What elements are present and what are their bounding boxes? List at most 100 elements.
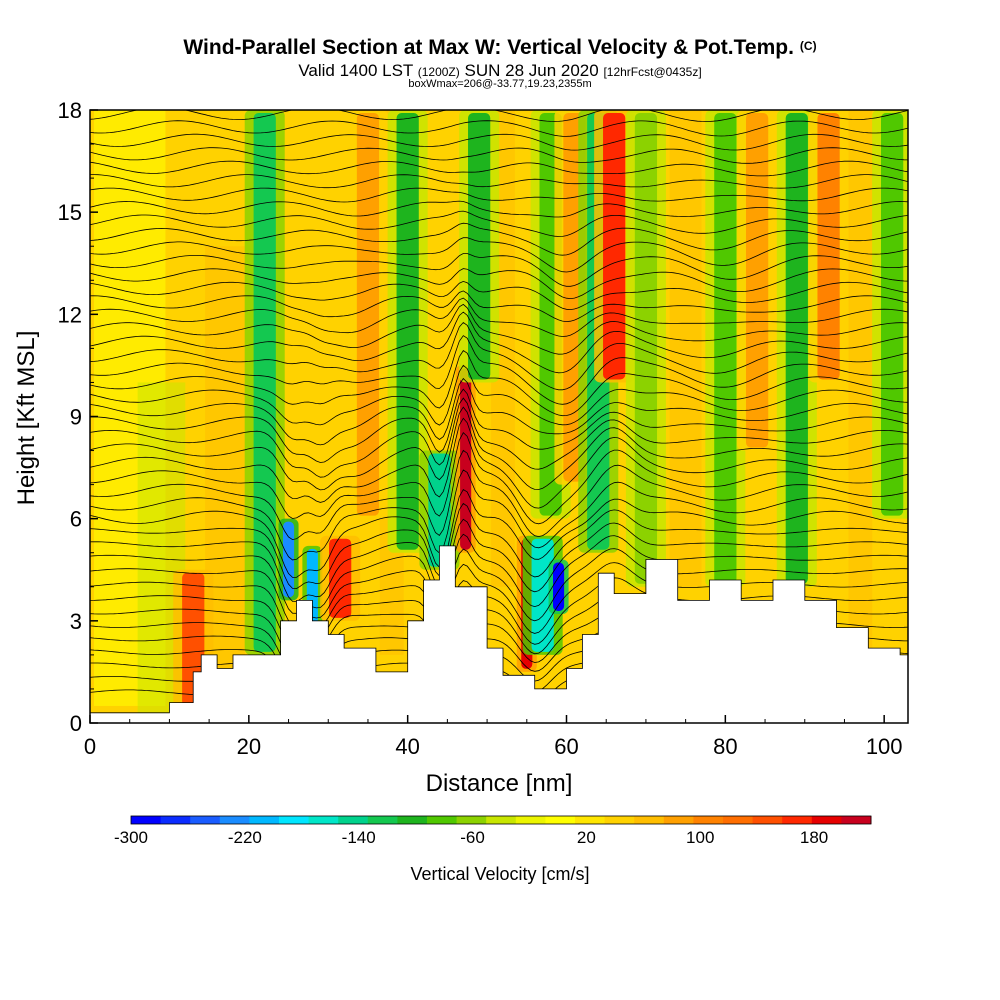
y-axis: 0 3 6 9 12 15 18 [58, 98, 98, 736]
isentrope [90, 200, 908, 218]
w-region [669, 110, 702, 587]
x-tick-label: 60 [554, 734, 578, 759]
colorbar-frame [130, 815, 872, 825]
colorbar-swatch [693, 816, 724, 824]
isentrope [90, 147, 908, 164]
isentrope [90, 488, 908, 578]
colorbar-swatch [456, 816, 487, 824]
x-tick-label: 20 [237, 734, 261, 759]
isentrope [90, 548, 908, 626]
colorbar-tick-label: -300 [114, 828, 148, 847]
x-axis: 0 20 40 60 80 100 [84, 715, 903, 759]
isentrope [90, 388, 908, 463]
isentrope [90, 406, 908, 491]
x-axis-label: Distance [nm] [426, 770, 573, 797]
isentrope [90, 303, 908, 355]
w-feature [548, 559, 569, 615]
isentrope [90, 350, 908, 417]
colorbar-swatch [249, 816, 280, 824]
colorbar-swatch [545, 816, 576, 824]
colorbar-swatch [397, 816, 428, 824]
colorbar-swatch [308, 816, 339, 824]
y-tick-label: 12 [58, 302, 82, 327]
isentrope [90, 210, 908, 237]
colorbar: -300 -220 -140 -60 20 100 180 [114, 815, 872, 847]
colorbar-swatch [604, 816, 635, 824]
colorbar-label: Vertical Velocity [cm/s] [410, 864, 589, 884]
colorbar-tick-label: -60 [460, 828, 485, 847]
isentrope [90, 297, 908, 337]
isentrope [90, 321, 908, 391]
w-region [848, 110, 873, 655]
colorbar-tick-label: 100 [686, 828, 714, 847]
isentrope [90, 364, 908, 426]
w-feature [705, 110, 746, 587]
x-tick-label: 40 [395, 734, 419, 759]
isentrope [90, 469, 908, 561]
w-feature [347, 110, 388, 519]
colorbar-swatch [752, 816, 783, 824]
colorbar-swatch [723, 816, 754, 824]
isentrope [90, 518, 908, 603]
isentrope [90, 377, 908, 446]
isentrope [90, 502, 908, 590]
isentrope [90, 253, 908, 287]
colorbar-swatch [575, 816, 606, 824]
colorbar-swatch [219, 816, 250, 824]
copyright-mark: (C) [799, 39, 817, 53]
colorbar-swatch [160, 816, 191, 824]
colorbar-swatch [782, 816, 813, 824]
colorbar-swatch [338, 816, 369, 824]
colorbar-swatch [811, 816, 842, 824]
w-feature [455, 365, 476, 553]
colorbar-swatch [515, 816, 546, 824]
colorbar-swatch [367, 816, 398, 824]
x-tick-label: 0 [84, 734, 96, 759]
colorbar-swatch [190, 816, 221, 824]
w-feature [459, 110, 500, 383]
isentrope [90, 222, 908, 256]
w-feature [872, 110, 908, 519]
isentrope [90, 432, 908, 525]
isentrope [90, 187, 908, 203]
isentrope [90, 160, 908, 177]
isentrope [90, 533, 908, 614]
x-tick-label: 100 [866, 734, 903, 759]
colorbar-swatch [634, 816, 665, 824]
isentrope [90, 397, 908, 478]
y-axis-label: Height [Kft MSL] [13, 331, 40, 506]
colorbar-swatch [663, 816, 694, 824]
isentrope [90, 577, 908, 649]
colorbar-swatch [279, 816, 310, 824]
y-tick-label: 18 [58, 98, 82, 123]
y-tick-label: 15 [58, 200, 82, 225]
isentrope [90, 449, 908, 541]
terrain-mask [89, 545, 909, 724]
colorbar-swatch [131, 816, 162, 824]
colorbar-tick-label: -140 [342, 828, 376, 847]
y-tick-label: 6 [70, 507, 82, 532]
y-tick-label: 0 [70, 711, 82, 736]
w-feature [625, 110, 666, 587]
colorbar-swatch [841, 816, 872, 824]
isentrope [90, 120, 908, 137]
colorbar-tick-label: -220 [228, 828, 262, 847]
isentrope [90, 237, 908, 273]
x-tick-label: 80 [713, 734, 737, 759]
isentrope [90, 268, 908, 300]
isentrope [90, 280, 908, 311]
colorbar-swatch [427, 816, 458, 824]
isentrope [90, 335, 908, 405]
isentrope [90, 174, 908, 189]
isentrope [90, 311, 908, 374]
y-tick-label: 3 [70, 609, 82, 634]
isentrope [90, 417, 908, 509]
potential-temperature-isentropes [90, 110, 908, 716]
colorbar-tick-label: 180 [800, 828, 828, 847]
vertical-velocity-field [90, 110, 908, 723]
y-tick-label: 9 [70, 405, 82, 430]
chart-subtitle: Valid 1400 LST (1200Z) SUN 28 Jun 2020 [… [298, 61, 702, 80]
isentrope [90, 562, 908, 637]
box-max-info: boxWmax=206@-33.77,19.23,2355m [408, 78, 592, 90]
